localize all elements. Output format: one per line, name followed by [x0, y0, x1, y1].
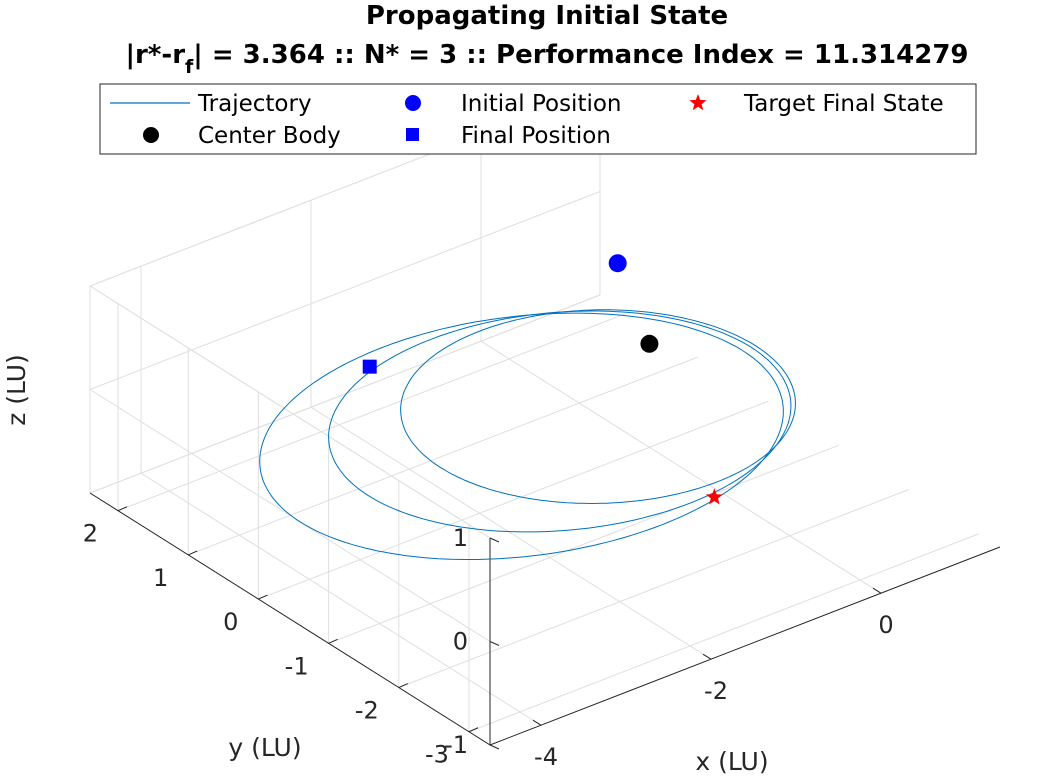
grid-backwall-z-line	[89, 191, 601, 390]
x-tick-label: 0	[878, 611, 893, 639]
y-tick-mark	[328, 638, 338, 644]
grid-floor-x-line	[310, 406, 712, 660]
x-tick-label: -2	[704, 677, 728, 705]
grid-floor-y-line	[468, 533, 980, 733]
trajectory-line	[328, 310, 792, 533]
title-subscript: f	[185, 56, 194, 78]
y-tick-label: -2	[355, 697, 379, 725]
grid-layer	[89, 87, 980, 746]
grid-floor-y-line	[398, 489, 909, 688]
legend-center-marker	[143, 127, 159, 143]
y-tick-mark	[188, 550, 198, 556]
legend-target-label: Target Final State	[743, 91, 944, 117]
grid-leftwall-z-line	[89, 389, 491, 642]
x-axis-label: x (LU)	[695, 747, 768, 776]
legend-initial-marker	[405, 95, 421, 111]
z-tick-label: 0	[453, 628, 468, 656]
axes-layer: -4 -2 0 -3 -2 -1 0 1 2 -1 0 1	[83, 492, 1001, 771]
pane-left-top-edge	[89, 285, 491, 539]
legend-target-marker	[689, 94, 707, 111]
final-position-marker	[362, 359, 377, 374]
grid-floor-y-line	[117, 312, 629, 512]
x-tick-mark	[702, 653, 712, 660]
y-axis-line	[89, 492, 491, 746]
y-axis-label: y (LU)	[228, 733, 301, 762]
target-final-state-marker	[705, 488, 723, 505]
grid-floor-x-line	[140, 472, 542, 726]
z-tick-mark	[489, 537, 500, 543]
title-part2: | = 3.364 :: N* = 3 :: Performance Index…	[193, 40, 968, 70]
grid-floor-y-line	[328, 444, 839, 644]
data-layer	[259, 254, 796, 560]
z-tick-label: -1	[444, 731, 468, 759]
y-tick-mark	[398, 683, 408, 688]
grid-floor-y-line	[188, 356, 699, 556]
legend-initial-label: Initial Position	[461, 91, 622, 117]
z-tick-label: 1	[453, 524, 468, 552]
x-tick-label: -4	[534, 743, 558, 771]
x-axis-line	[489, 546, 1001, 746]
legend-final-marker	[406, 128, 419, 141]
trajectory-line	[400, 309, 796, 505]
y-tick-label: -3	[425, 741, 449, 769]
legend-trajectory-label: Trajectory	[197, 91, 312, 117]
legend-final-label: Final Position	[461, 123, 611, 149]
legend: Trajectory Initial Position Target Final…	[99, 83, 977, 155]
trajectory-line	[259, 312, 784, 560]
z-tick-mark	[489, 641, 500, 646]
grid-floor-y-line	[258, 400, 769, 600]
y-tick-label: -1	[285, 652, 309, 680]
legend-box	[99, 83, 977, 155]
chart-title-line1: Propagating Initial State	[366, 1, 728, 31]
x-tick-mark	[532, 719, 542, 726]
z-tick-mark	[489, 744, 500, 750]
y-tick-mark	[468, 727, 479, 733]
y-tick-mark	[258, 594, 268, 600]
legend-center-label: Center Body	[198, 123, 341, 149]
title-part1: |r*-r	[125, 40, 185, 70]
y-tick-label: 2	[83, 520, 98, 548]
chart-title-line2: |r*-rf| = 3.364 :: N* = 3 :: Performance…	[125, 40, 968, 78]
z-axis-label: z (LU)	[2, 354, 31, 426]
y-tick-label: 0	[223, 608, 238, 636]
initial-position-marker	[608, 254, 627, 273]
grid-floor-x-line	[480, 340, 882, 594]
x-tick-mark	[872, 587, 882, 594]
y-tick-mark	[117, 506, 128, 512]
pane-floor-back-edge	[89, 294, 601, 494]
center-body-marker	[640, 334, 659, 353]
y-tick-label: 1	[153, 564, 168, 592]
